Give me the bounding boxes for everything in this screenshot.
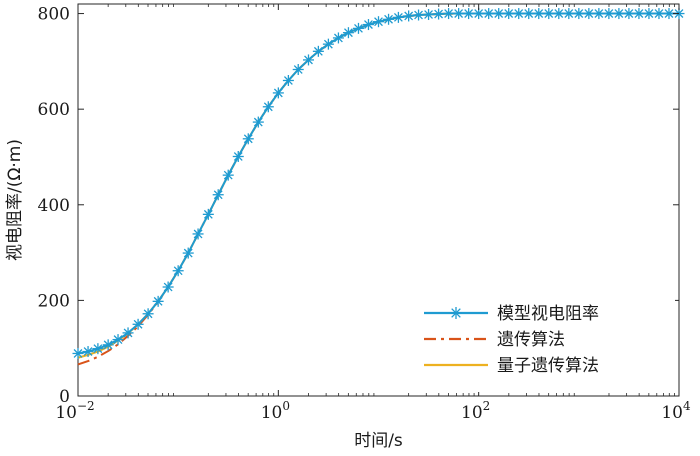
series-marker <box>132 318 144 330</box>
series-marker <box>663 8 675 20</box>
series-marker <box>613 8 625 20</box>
series-marker <box>543 8 555 20</box>
series-marker <box>643 8 655 20</box>
series-marker <box>302 54 314 66</box>
series-marker <box>373 16 384 28</box>
series-marker <box>523 8 535 20</box>
series-marker <box>252 116 264 128</box>
series-layer <box>72 8 685 366</box>
series-marker <box>242 133 254 145</box>
y-tick-label: 600 <box>38 100 70 120</box>
series-marker <box>463 8 475 20</box>
series-marker <box>573 8 585 20</box>
series-marker <box>262 101 274 113</box>
series-marker <box>332 32 344 44</box>
series-marker <box>192 228 204 240</box>
series-marker <box>112 334 124 346</box>
series-marker <box>282 74 294 86</box>
series-marker <box>212 189 224 201</box>
y-tick-label: 800 <box>38 5 70 25</box>
series-marker <box>563 8 575 20</box>
series-marker <box>72 347 84 359</box>
legend-label: 遗传算法 <box>497 330 565 350</box>
series-marker <box>483 8 495 20</box>
series-marker <box>553 8 565 20</box>
series-marker <box>513 8 525 20</box>
series-marker <box>453 8 465 20</box>
series-marker <box>503 8 515 20</box>
series-marker <box>122 327 134 339</box>
series-marker <box>142 308 154 320</box>
x-tick-label: 104 <box>661 399 691 423</box>
y-axis-title: 视电阻率/(Ω·m) <box>5 139 25 261</box>
series-marker <box>232 150 244 162</box>
series-marker <box>152 295 164 307</box>
series-marker <box>172 265 184 277</box>
legend-marker <box>450 307 462 319</box>
y-tick-label: 0 <box>59 387 70 407</box>
y-tick-label: 400 <box>38 196 70 216</box>
series-marker <box>292 63 304 75</box>
series-marker <box>92 343 104 355</box>
series-marker <box>423 9 435 21</box>
series-marker <box>272 87 284 99</box>
ticks-layer: 0 200 400 600 800 10−2 100 102 104 <box>38 4 691 423</box>
series-marker <box>312 45 324 57</box>
series-marker <box>603 8 615 20</box>
series-marker <box>623 8 635 20</box>
legend-label: 量子遗传算法 <box>497 356 599 376</box>
series-marker <box>383 13 395 25</box>
series-marker <box>182 247 194 259</box>
series-marker <box>653 8 665 20</box>
series-marker <box>322 38 334 50</box>
series-marker <box>403 10 415 22</box>
series-marker <box>82 346 94 358</box>
series-marker <box>392 11 404 23</box>
series-marker <box>102 339 114 351</box>
series-marker <box>162 281 174 293</box>
series-marker <box>593 8 605 20</box>
x-axis-title: 时间/s <box>354 431 403 451</box>
y-tick-label: 200 <box>38 291 70 311</box>
x-tick-label: 102 <box>461 399 490 423</box>
legend-label: 模型视电阻率 <box>497 304 599 324</box>
series-marker <box>222 169 234 181</box>
series-marker <box>583 8 595 20</box>
series-marker <box>443 8 455 20</box>
series-marker <box>493 8 505 20</box>
series-marker <box>342 27 354 39</box>
series-marker <box>352 22 364 34</box>
series-marker <box>633 8 645 20</box>
series-marker <box>362 19 374 31</box>
series-marker <box>533 8 545 20</box>
x-tick-label: 100 <box>261 399 290 423</box>
series-marker <box>202 208 214 220</box>
series-marker <box>433 8 445 20</box>
series-marker <box>413 9 425 21</box>
x-tick-label: 10−2 <box>55 399 94 423</box>
